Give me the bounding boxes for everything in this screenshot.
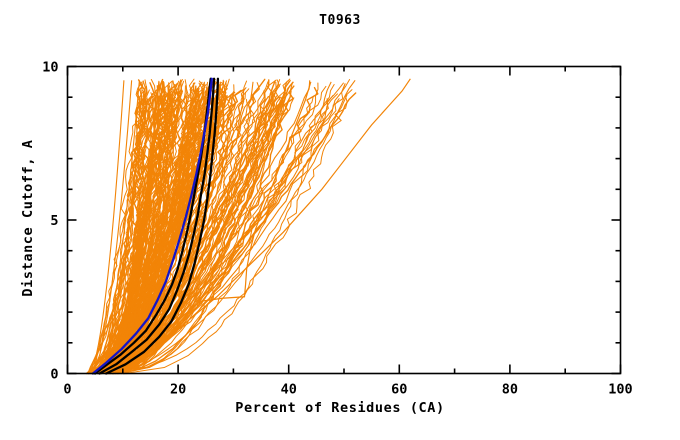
ensemble-left-curve <box>90 80 133 374</box>
y-tick-label: 0 <box>50 367 58 383</box>
ensemble-curve <box>90 88 193 374</box>
ensemble-curve <box>108 85 295 375</box>
ensemble-curve <box>118 95 269 374</box>
ensemble-curve <box>87 91 235 375</box>
ensemble-curve <box>98 84 335 374</box>
ensemble-stepped-curve <box>105 81 312 375</box>
ensemble-curve <box>123 98 329 374</box>
ensemble-curve <box>91 89 174 374</box>
ensemble-curves <box>85 78 411 375</box>
ensemble-curve <box>97 89 353 374</box>
x-axis-label: Percent of Residues (CA) <box>235 400 445 416</box>
ensemble-left-curve <box>92 80 140 374</box>
x-tick-label: 80 <box>502 382 518 398</box>
ensemble-curve <box>117 87 161 374</box>
ensemble-curve <box>91 96 279 374</box>
ensemble-curve <box>103 90 145 374</box>
ensemble-curve <box>95 80 165 375</box>
x-tick-label: 20 <box>170 382 186 398</box>
x-tick-label: 0 <box>63 382 71 398</box>
ensemble-curve <box>115 95 153 374</box>
x-tick-label: 100 <box>608 382 632 398</box>
page-title: T0963 <box>319 13 361 28</box>
ensemble-outlier-curve <box>106 80 311 375</box>
ensemble-curve <box>97 79 281 374</box>
ensemble-outlier-curve <box>99 79 356 375</box>
ensemble-left-curve <box>88 80 125 374</box>
ensemble-curve <box>113 93 233 374</box>
reference-curve-black-mid <box>98 77 216 375</box>
ensemble-curve <box>91 93 166 375</box>
reference-curves <box>91 77 220 375</box>
reference-curve-blue <box>91 77 213 375</box>
x-tick-label: 40 <box>281 382 297 398</box>
axis-frame <box>66 65 622 375</box>
y-tick-label: 10 <box>42 60 58 76</box>
ensemble-curve <box>114 81 228 374</box>
ensemble-curve <box>90 81 143 374</box>
ensemble-curve <box>125 80 248 374</box>
reference-curve-black-right <box>105 77 220 375</box>
ensemble-outlier-curve <box>111 78 411 375</box>
ensemble-outlier-curve <box>107 81 332 375</box>
ensemble-outlier-curve <box>98 83 346 375</box>
x-tick-label: 60 <box>391 382 407 398</box>
ensemble-curve <box>92 86 319 375</box>
y-tick-label: 5 <box>50 213 58 229</box>
ensemble-curve <box>96 84 178 374</box>
ensemble-curve <box>120 98 224 374</box>
ensemble-curve <box>105 94 348 374</box>
ensemble-curve <box>110 80 178 374</box>
axis-tick-labels: 0 20 40 60 80 100 0 5 10 <box>42 60 632 398</box>
